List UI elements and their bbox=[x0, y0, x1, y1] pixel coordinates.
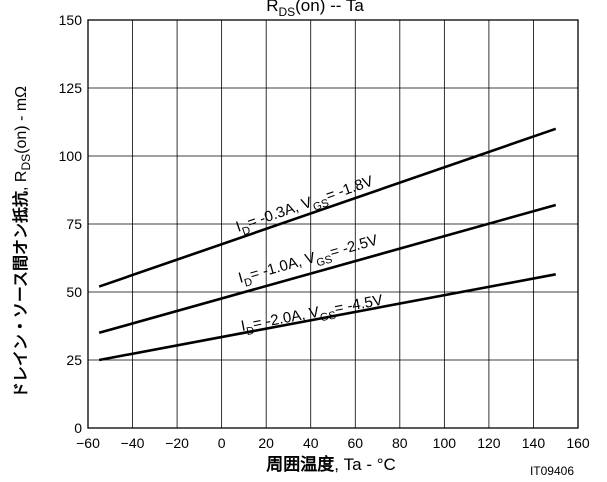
x-tick-label: 100 bbox=[433, 435, 457, 451]
y-tick-label: 150 bbox=[59, 12, 83, 28]
x-tick-label: 120 bbox=[477, 435, 501, 451]
chart-title: RDS(on) -- Ta bbox=[266, 0, 364, 19]
x-tick-label: −60 bbox=[76, 435, 100, 451]
series-line bbox=[98, 273, 556, 362]
plot-frame bbox=[87, 19, 579, 429]
y-axis-label: ドレイン・ソース間オン抵抗, RDS(on) - mΩ bbox=[11, 86, 33, 398]
y-tick-label: 0 bbox=[74, 420, 82, 436]
x-tick-label: 20 bbox=[258, 435, 274, 451]
x-tick-label: −20 bbox=[165, 435, 189, 451]
y-tick-label: 125 bbox=[59, 80, 83, 96]
series-line bbox=[98, 203, 557, 335]
x-tick-label: 0 bbox=[218, 435, 226, 451]
x-axis-label: 周囲温度, Ta - °C bbox=[266, 454, 396, 474]
grid bbox=[88, 20, 578, 428]
x-tick-label: 40 bbox=[303, 435, 319, 451]
x-tick-label: 160 bbox=[566, 435, 590, 451]
x-tick-label: 140 bbox=[522, 435, 546, 451]
series-line bbox=[98, 127, 557, 288]
x-axis-ticks: −60 −40 −20 0 20 40 60 80 100 120 140 160 bbox=[76, 435, 590, 451]
y-tick-label: 100 bbox=[59, 148, 83, 164]
x-tick-label: 80 bbox=[392, 435, 408, 451]
y-axis-ticks: 0 25 50 75 100 125 150 bbox=[59, 12, 83, 436]
x-tick-label: 60 bbox=[347, 435, 363, 451]
series-label: ID= -2.0A, VGS= -4.5V bbox=[240, 292, 385, 339]
series-lines bbox=[98, 127, 557, 362]
figure-code: IT09406 bbox=[530, 464, 574, 478]
y-tick-label: 50 bbox=[66, 284, 82, 300]
y-tick-label: 25 bbox=[66, 352, 82, 368]
y-tick-label: 75 bbox=[66, 216, 82, 232]
x-tick-label: −40 bbox=[121, 435, 145, 451]
